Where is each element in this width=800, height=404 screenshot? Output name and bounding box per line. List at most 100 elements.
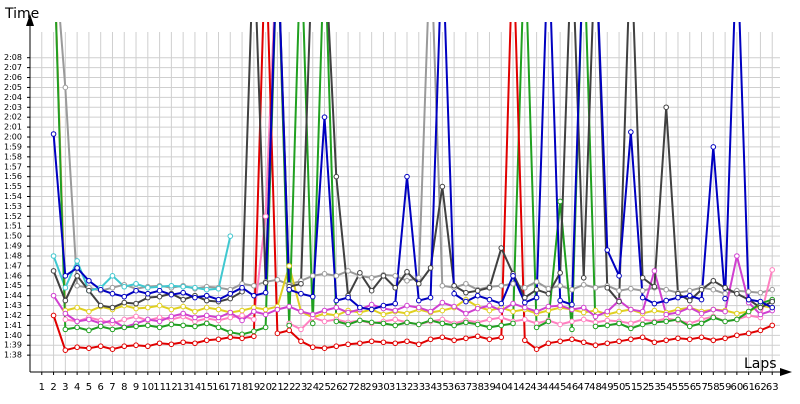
data-point (321, 271, 328, 277)
data-point (404, 319, 410, 326)
data-point (427, 308, 434, 315)
data-point (474, 321, 481, 328)
data-point (427, 317, 434, 324)
data-point (203, 292, 210, 299)
data-point (392, 322, 399, 329)
data-point (274, 276, 281, 283)
data-point (686, 297, 693, 304)
x-axis-title: Laps (744, 356, 777, 372)
data-point (74, 344, 80, 351)
data-point (251, 316, 257, 323)
y-tick-label: 1:42 (4, 311, 22, 320)
data-point (663, 311, 669, 318)
data-point (156, 324, 163, 331)
y-tick-label: 1:39 (4, 341, 22, 350)
data-point (580, 309, 587, 316)
data-point (474, 333, 481, 340)
data-point (639, 308, 646, 315)
data-point (557, 297, 563, 304)
data-point (451, 282, 457, 289)
y-tick-label: 1:43 (4, 301, 22, 310)
data-point (486, 307, 493, 314)
data-point (533, 324, 540, 331)
data-point (557, 302, 563, 309)
data-point (686, 336, 693, 343)
data-point (745, 330, 752, 337)
data-point (97, 286, 104, 293)
data-point (628, 285, 634, 292)
data-point (86, 345, 92, 352)
data-point (533, 308, 540, 315)
data-point (203, 312, 210, 319)
data-point (639, 275, 646, 281)
x-tick-label: 36 (448, 382, 461, 393)
data-point (533, 346, 540, 352)
data-point (192, 340, 198, 347)
data-point (86, 287, 92, 294)
data-point (74, 304, 80, 311)
data-point (180, 322, 186, 329)
data-point (62, 326, 69, 333)
data-point (156, 287, 163, 294)
data-point (392, 273, 399, 279)
data-point (510, 300, 516, 307)
data-point (192, 323, 198, 330)
data-point (545, 290, 552, 297)
data-point (769, 298, 776, 305)
data-point (639, 334, 646, 341)
data-point (663, 318, 669, 325)
y-tick-label: 1:51 (4, 222, 22, 231)
data-point (580, 304, 587, 311)
data-point (498, 282, 505, 289)
data-point (651, 300, 658, 307)
data-point (180, 310, 186, 317)
x-tick-label: 7 (109, 382, 115, 393)
data-point (722, 290, 728, 297)
data-point (203, 337, 210, 344)
x-tick-label: 55 (672, 382, 685, 393)
x-tick-label: 17 (224, 382, 237, 393)
data-point (168, 306, 175, 313)
data-point (168, 282, 175, 289)
x-tick-label: 57 (695, 382, 708, 393)
data-point (616, 287, 622, 294)
data-point (769, 267, 776, 273)
data-point (392, 316, 399, 323)
x-tick-label: 49 (601, 382, 614, 393)
data-point (710, 306, 717, 313)
x-axis-arrow (780, 368, 792, 376)
data-point (50, 312, 57, 319)
data-point (427, 336, 434, 343)
data-point (439, 299, 446, 306)
data-point (710, 277, 717, 284)
data-point (298, 308, 304, 315)
data-point (710, 286, 717, 293)
data-point (286, 263, 292, 269)
data-point (439, 320, 446, 327)
y-tick-label: 1:57 (4, 162, 22, 171)
data-point (215, 285, 222, 292)
data-point (651, 339, 658, 346)
data-point (392, 307, 399, 314)
x-tick-label: 53 (648, 382, 661, 393)
data-point (757, 311, 764, 318)
data-point (192, 308, 198, 315)
data-point (663, 104, 669, 111)
data-point (628, 320, 634, 327)
data-point (592, 284, 599, 291)
data-point (215, 314, 222, 321)
data-point (734, 290, 740, 297)
data-point (392, 300, 399, 307)
data-point (86, 316, 92, 323)
x-tick-label: 50 (613, 382, 626, 393)
data-point (286, 286, 292, 293)
data-point (345, 321, 351, 328)
data-point (109, 273, 116, 279)
data-point (109, 326, 116, 333)
data-point (404, 173, 410, 180)
y-tick-label: 2:03 (4, 103, 22, 112)
data-point (698, 320, 705, 327)
data-point (404, 338, 410, 345)
data-point (333, 343, 340, 350)
data-point (710, 314, 717, 321)
